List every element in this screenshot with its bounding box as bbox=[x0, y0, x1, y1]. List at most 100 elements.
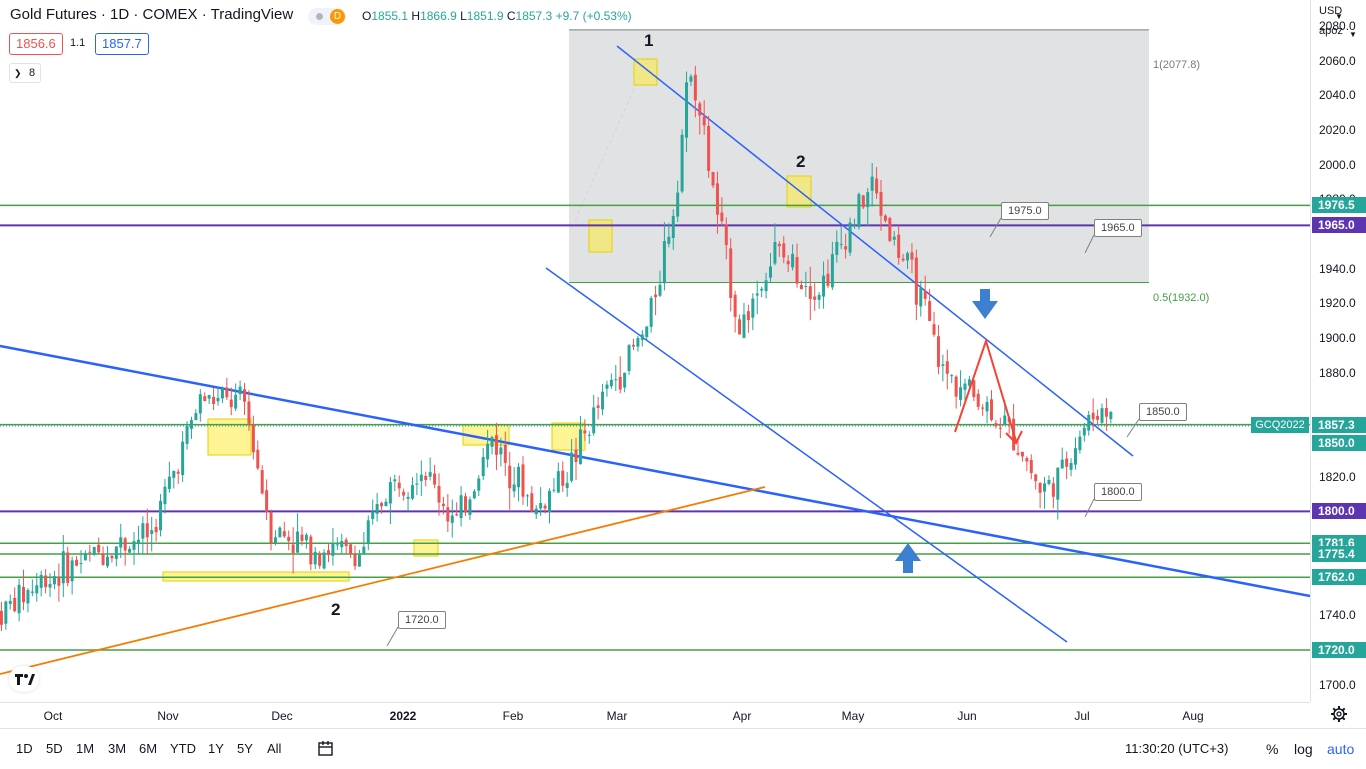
price-level-label: 1965.0 bbox=[1312, 217, 1366, 234]
candle-body bbox=[592, 407, 596, 434]
candle-body bbox=[150, 530, 154, 534]
candle-body bbox=[910, 252, 914, 260]
low-label: L bbox=[460, 9, 467, 23]
candle-body bbox=[234, 394, 238, 409]
chart-plot-area[interactable]: Gold Futures · 1D · COMEX · TradingView … bbox=[0, 0, 1310, 702]
range-1m-button[interactable]: 1M bbox=[76, 741, 95, 756]
candle-body bbox=[132, 541, 136, 550]
candle-body bbox=[154, 526, 158, 533]
time-tick-label: Aug bbox=[1182, 709, 1204, 723]
candle-body bbox=[106, 556, 109, 567]
candle-body bbox=[357, 554, 361, 567]
candle-body bbox=[380, 503, 384, 507]
candle-body bbox=[525, 495, 529, 497]
price-level-label: 1857.3 bbox=[1312, 417, 1366, 433]
time-tick-label: Feb bbox=[502, 709, 524, 723]
time-axis[interactable]: Oct Nov Dec 2022 Feb Mar Apr May Jun Jul Aug bbox=[0, 702, 1310, 729]
candle-body bbox=[145, 523, 149, 538]
candle-body bbox=[393, 479, 397, 482]
log-scale-toggle[interactable]: log bbox=[1294, 741, 1313, 757]
range-1y-button[interactable]: 1Y bbox=[208, 741, 224, 756]
range-5d-button[interactable]: 5D bbox=[46, 741, 63, 756]
tradingview-logo-icon[interactable] bbox=[9, 666, 39, 692]
auto-scale-toggle[interactable]: auto bbox=[1327, 741, 1355, 757]
price-tick-label: 2040.0 bbox=[1319, 88, 1356, 103]
candle-body bbox=[702, 116, 706, 126]
price-tick-label: 1920.0 bbox=[1319, 296, 1356, 311]
callout-connector bbox=[989, 217, 1002, 238]
candle-body bbox=[627, 345, 631, 371]
candle-body bbox=[799, 284, 803, 290]
candle-body bbox=[512, 484, 516, 492]
range-3m-button[interactable]: 3M bbox=[108, 741, 127, 756]
candle-body bbox=[724, 224, 728, 245]
clock-timezone[interactable]: 11:30:20 (UTC+3) bbox=[1125, 741, 1229, 756]
candle-body bbox=[923, 291, 927, 299]
candle-body bbox=[172, 470, 176, 478]
candle-body bbox=[433, 473, 437, 485]
price-level-label: 1976.5 bbox=[1312, 197, 1366, 214]
candle-body bbox=[658, 284, 662, 296]
candle-body bbox=[1091, 412, 1095, 420]
candle-body bbox=[238, 386, 242, 395]
candle-body bbox=[733, 294, 737, 317]
time-tick-label: Jul bbox=[1074, 709, 1090, 723]
callout-1720[interactable]: 1720.0 bbox=[398, 611, 446, 629]
candle-body bbox=[1100, 408, 1104, 423]
currency-selector[interactable]: USD bbox=[1319, 5, 1343, 17]
delay-badge: D bbox=[330, 9, 345, 24]
candle-body bbox=[1016, 452, 1020, 455]
time-tick-label: Apr bbox=[732, 709, 752, 723]
range-6m-button[interactable]: 6M bbox=[139, 741, 158, 756]
candle-body bbox=[1104, 407, 1108, 417]
candle-body bbox=[826, 273, 830, 286]
candle-body bbox=[711, 172, 715, 186]
candle-body bbox=[530, 493, 534, 512]
buy-button[interactable]: 1857.7 bbox=[95, 33, 149, 55]
candle-body bbox=[822, 275, 826, 297]
candle-body bbox=[44, 575, 48, 588]
candle-body bbox=[450, 515, 454, 523]
settings-gear-icon[interactable] bbox=[1330, 705, 1348, 723]
candle-body bbox=[742, 314, 746, 338]
candle-body bbox=[490, 437, 494, 447]
candle-body bbox=[17, 584, 21, 614]
long-trendline bbox=[0, 344, 1310, 598]
price-level-label: 1775.4 bbox=[1312, 545, 1366, 562]
channel-lower-line bbox=[545, 267, 1068, 643]
range-1d-button[interactable]: 1D bbox=[16, 741, 33, 756]
market-status-badge[interactable]: D bbox=[308, 8, 346, 25]
status-dot-icon bbox=[316, 13, 323, 20]
callout-1975[interactable]: 1975.0 bbox=[1001, 202, 1049, 220]
candle-body bbox=[1082, 427, 1086, 436]
candle-body bbox=[212, 396, 216, 405]
candle-body bbox=[229, 399, 233, 408]
unit-selector[interactable]: apoz bbox=[1319, 25, 1343, 37]
sell-button[interactable]: 1856.6 bbox=[9, 33, 63, 55]
callout-1800[interactable]: 1800.0 bbox=[1094, 483, 1142, 501]
callout-1850[interactable]: 1850.0 bbox=[1139, 403, 1187, 421]
candle-body bbox=[662, 241, 666, 284]
chart-canvas[interactable] bbox=[0, 0, 1310, 702]
callout-connector bbox=[1126, 418, 1140, 438]
candle-body bbox=[685, 82, 689, 138]
time-tick-label: 2022 bbox=[389, 709, 417, 723]
candle-body bbox=[888, 218, 892, 241]
wave-label-2-top: 2 bbox=[796, 152, 806, 171]
candle-body bbox=[353, 554, 357, 567]
range-all-button[interactable]: All bbox=[267, 741, 282, 756]
candle-body bbox=[919, 288, 923, 307]
candle-body bbox=[468, 499, 472, 515]
candle-body bbox=[406, 496, 410, 499]
candle-body bbox=[66, 552, 70, 583]
symbol-title[interactable]: Gold Futures · 1D · COMEX · TradingView bbox=[10, 6, 294, 23]
candle-body bbox=[26, 589, 30, 604]
candle-body bbox=[671, 216, 675, 238]
range-ytd-button[interactable]: YTD bbox=[170, 741, 196, 756]
callout-1965[interactable]: 1965.0 bbox=[1094, 219, 1142, 237]
percent-scale-toggle[interactable]: % bbox=[1266, 741, 1279, 757]
price-axis[interactable]: USD ▼ apoz ▼ 2080.0 2060.0 2040.0 2020.0 200… bbox=[1310, 0, 1366, 702]
range-5y-button[interactable]: 5Y bbox=[237, 741, 253, 756]
indicators-toggle[interactable]: ❯ 8 bbox=[9, 63, 41, 83]
date-range-icon[interactable] bbox=[317, 740, 335, 758]
